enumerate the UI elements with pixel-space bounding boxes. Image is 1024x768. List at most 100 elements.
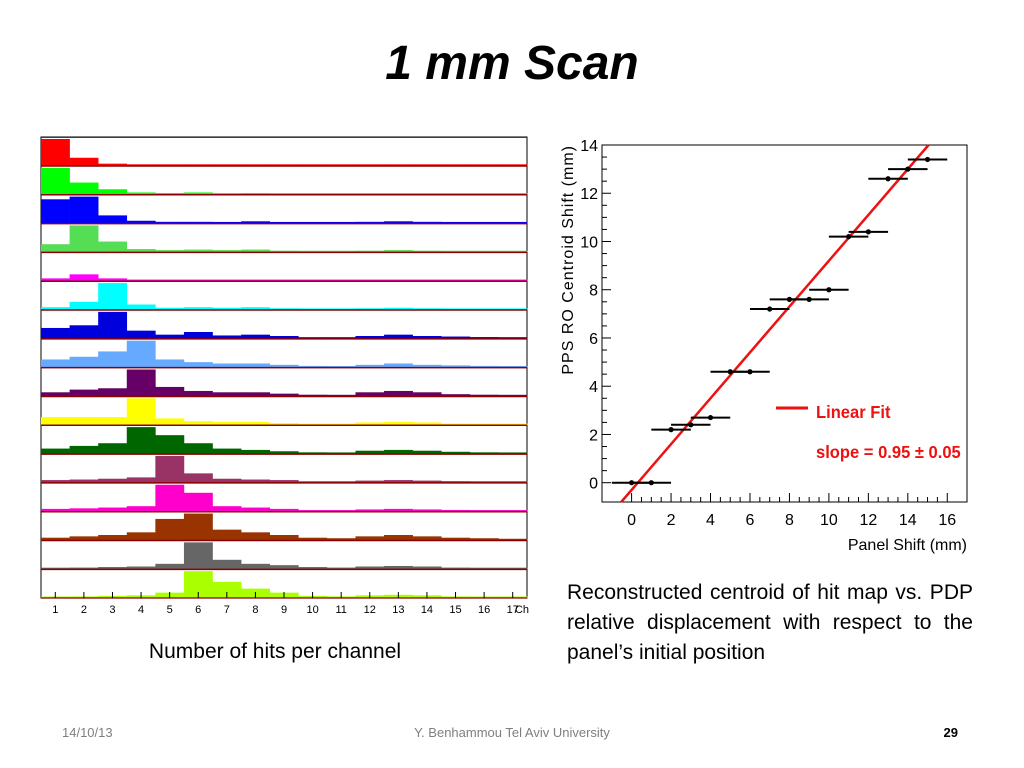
histogram-bar bbox=[212, 421, 242, 426]
histogram-bar bbox=[69, 479, 99, 483]
histogram-bar bbox=[241, 221, 271, 224]
x-tick-label: 9 bbox=[281, 604, 287, 616]
histogram-bar bbox=[298, 452, 328, 454]
histogram-bar bbox=[41, 199, 70, 224]
histogram-bar bbox=[355, 193, 385, 195]
histogram-bar bbox=[98, 215, 128, 224]
x-tick-label: 8 bbox=[785, 512, 794, 529]
histogram-panel bbox=[41, 396, 528, 426]
histogram-panel bbox=[41, 540, 528, 570]
histogram-bar bbox=[298, 250, 328, 253]
histogram-bar bbox=[412, 250, 442, 253]
histogram-bar bbox=[98, 535, 128, 541]
histogram-bar bbox=[212, 193, 242, 195]
histogram-bar bbox=[298, 567, 328, 570]
histogram-bar bbox=[326, 250, 356, 253]
histogram-bar bbox=[441, 481, 471, 483]
histogram-bar bbox=[269, 451, 299, 454]
histogram-bar bbox=[69, 536, 99, 541]
histogram-bar bbox=[212, 478, 242, 483]
histogram-bar bbox=[469, 423, 499, 426]
histogram-bar bbox=[355, 164, 385, 166]
histogram-bar bbox=[298, 193, 328, 195]
histogram-bar bbox=[41, 167, 70, 195]
histogram-bar bbox=[469, 567, 499, 570]
histogram-bar bbox=[441, 336, 471, 339]
histogram-bar bbox=[384, 250, 413, 253]
histogram-bar bbox=[212, 250, 242, 253]
histogram-bar bbox=[241, 532, 271, 541]
histogram-bar bbox=[212, 392, 242, 397]
data-point bbox=[671, 422, 711, 428]
histogram-bar bbox=[355, 509, 385, 512]
histogram-panel bbox=[41, 194, 528, 225]
data-point bbox=[907, 156, 948, 163]
histogram-bar bbox=[69, 225, 99, 253]
x-tick-label: 13 bbox=[392, 604, 404, 616]
linear-fit-line bbox=[620, 144, 930, 503]
histogram-bar bbox=[126, 398, 156, 426]
histogram-bar bbox=[241, 363, 271, 368]
histogram-bar bbox=[98, 417, 128, 426]
histogram-bar bbox=[69, 325, 99, 339]
histogram-bar bbox=[384, 390, 413, 397]
histogram-bar bbox=[269, 193, 299, 195]
histogram-bar bbox=[384, 221, 413, 224]
histogram-bar bbox=[355, 336, 385, 339]
data-point bbox=[888, 166, 928, 172]
histogram-bar bbox=[155, 455, 185, 483]
x-tick-label: 14 bbox=[421, 604, 433, 616]
histogram-bar bbox=[355, 480, 385, 483]
data-marker bbox=[846, 234, 852, 240]
data-point bbox=[789, 296, 829, 302]
histogram-bar bbox=[98, 351, 128, 368]
histogram-bar bbox=[469, 394, 499, 397]
data-marker bbox=[924, 156, 931, 163]
histogram-bar bbox=[241, 249, 271, 253]
histogram-bar bbox=[469, 510, 499, 512]
histogram-bar bbox=[98, 189, 128, 195]
histogram-bar bbox=[183, 279, 213, 282]
y-tick-label: 10 bbox=[580, 234, 598, 251]
histogram-bar bbox=[412, 536, 442, 541]
histogram-bar bbox=[41, 448, 70, 454]
histogram-bar bbox=[441, 250, 471, 253]
data-marker bbox=[648, 480, 654, 486]
histogram-bar bbox=[269, 221, 299, 224]
histogram-bar bbox=[155, 334, 185, 339]
histogram-bar bbox=[126, 532, 156, 541]
histogram-bar bbox=[126, 340, 156, 368]
histogram-bar bbox=[498, 538, 528, 541]
histogram-bar bbox=[98, 163, 128, 166]
histogram-bar bbox=[155, 250, 185, 253]
histogram-bar bbox=[355, 536, 385, 541]
x-tick-label: 15 bbox=[449, 604, 461, 616]
histogram-bar bbox=[498, 250, 528, 253]
x-tick-label: 4 bbox=[706, 512, 715, 529]
histogram-bar bbox=[498, 452, 528, 454]
histogram-bar bbox=[126, 477, 156, 483]
histogram-bar bbox=[41, 307, 70, 310]
x-tick-label: 2 bbox=[81, 604, 87, 616]
data-point bbox=[828, 234, 869, 240]
histogram-bar bbox=[298, 365, 328, 368]
histogram-bar bbox=[298, 337, 328, 339]
histogram-panel bbox=[41, 338, 528, 369]
histogram-bar bbox=[326, 193, 356, 195]
histogram-bar bbox=[384, 535, 413, 541]
histogram-bar bbox=[498, 366, 528, 368]
histogram-bar bbox=[212, 335, 242, 339]
histogram-bar bbox=[155, 435, 185, 454]
histogram-bar bbox=[155, 563, 185, 570]
data-point bbox=[651, 427, 691, 433]
histogram-bar bbox=[69, 417, 99, 426]
histogram-bar bbox=[69, 157, 99, 166]
histogram-panel bbox=[41, 482, 528, 513]
histogram-bar bbox=[155, 193, 185, 195]
data-marker bbox=[865, 229, 871, 235]
histogram-bar bbox=[69, 567, 99, 570]
histogram-bar bbox=[498, 510, 528, 512]
histogram-bar bbox=[69, 182, 99, 195]
histogram-bar bbox=[269, 250, 299, 253]
